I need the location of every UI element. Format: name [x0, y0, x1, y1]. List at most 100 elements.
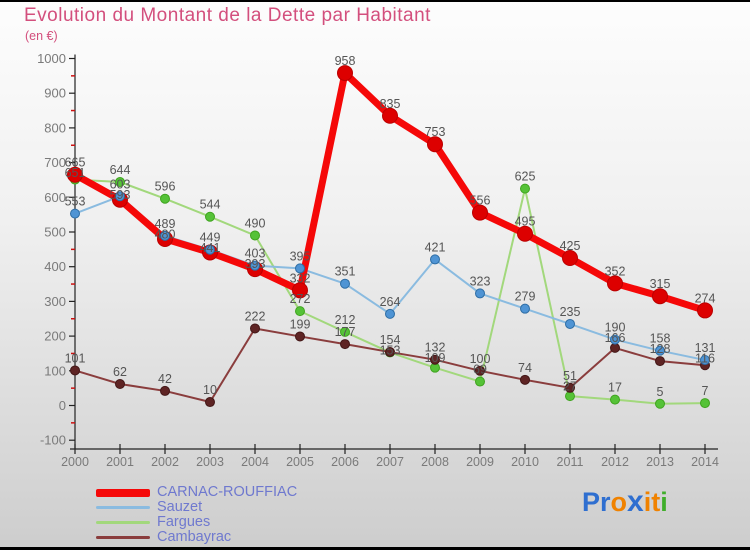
data-label: 403 [245, 247, 266, 261]
data-label: 190 [605, 321, 626, 335]
data-point [160, 230, 170, 241]
data-point [430, 254, 440, 265]
x-tick-label: 2004 [241, 455, 269, 469]
logo-letter: t [651, 487, 661, 517]
data-label: 625 [515, 170, 536, 184]
logo-letter: x [627, 485, 644, 518]
data-point [520, 374, 530, 385]
data-point [607, 275, 623, 292]
data-point [67, 166, 83, 183]
legend-label-cambayrac: Cambayrac [157, 529, 232, 545]
data-point [427, 136, 443, 153]
data-label: 593 [110, 188, 131, 202]
data-point [295, 263, 305, 274]
data-point [340, 339, 350, 350]
data-label: 490 [245, 216, 266, 230]
x-tick-label: 2007 [376, 455, 404, 469]
data-label: 166 [605, 331, 626, 345]
data-label: 395 [290, 249, 311, 263]
data-point [520, 183, 530, 194]
y-tick-label: 500 [44, 225, 66, 240]
data-point [115, 191, 125, 202]
data-label: 323 [470, 274, 491, 288]
data-label: 495 [515, 215, 536, 229]
data-label: 109 [425, 351, 446, 365]
data-point [115, 177, 125, 188]
x-tick-label: 2012 [601, 455, 629, 469]
data-point [652, 288, 668, 305]
x-axis: 2000 2001 2002 2003 2004 2005 2006 2007 2008 2009… [61, 444, 719, 469]
data-point [115, 378, 125, 389]
y-tick-label: 600 [44, 190, 66, 205]
data-point [340, 326, 350, 337]
bottom-border [0, 547, 750, 550]
data-point [700, 398, 710, 409]
data-label: 332 [290, 271, 311, 285]
data-label: 235 [560, 305, 581, 319]
data-point [475, 288, 485, 299]
logo-letter: o [610, 487, 628, 517]
legend: CARNAC-ROUFFIAC Sauzet Fargues Cambayrac [96, 485, 297, 545]
data-point [385, 308, 395, 319]
data-point [70, 365, 80, 376]
data-label: 131 [695, 341, 716, 355]
x-tick-label: 2006 [331, 455, 359, 469]
data-point [562, 250, 578, 267]
data-label: 177 [335, 325, 356, 339]
logo-letter: P [582, 487, 601, 517]
page-subtitle: (en €) [25, 29, 58, 43]
logo-letter: r [600, 487, 611, 517]
legend-item-sauzet: Sauzet [96, 500, 297, 515]
proxiti-logo: Proxiti [582, 485, 668, 518]
logo-letter: i [660, 487, 668, 517]
data-point [385, 347, 395, 358]
page-title: Evolution du Montant de la Dette par Hab… [24, 5, 431, 26]
data-label: 74 [518, 361, 532, 375]
x-tick-label: 2011 [557, 455, 584, 469]
data-label: 116 [695, 352, 715, 366]
data-label: 7 [702, 384, 709, 398]
y-tick-label: 400 [44, 259, 66, 274]
data-point [520, 303, 530, 314]
x-tick-label: 2010 [511, 455, 539, 469]
data-point [295, 306, 305, 317]
data-label: 128 [650, 342, 671, 356]
data-point [655, 345, 665, 356]
data-point [205, 244, 215, 255]
data-point [655, 398, 665, 409]
data-point [517, 225, 533, 242]
data-label: 51 [563, 369, 577, 383]
x-tick-label: 2013 [646, 455, 674, 469]
data-label: 425 [560, 239, 581, 253]
legend-label-carnac-rouffiac: CARNAC-ROUFFIAC [157, 484, 298, 500]
data-label: 603 [110, 177, 131, 191]
data-label: 100 [470, 352, 491, 366]
x-tick-label: 2002 [151, 455, 179, 469]
x-tick-label: 2014 [691, 455, 719, 469]
data-label: 553 [65, 195, 86, 209]
data-point [610, 334, 620, 345]
x-tick-label: 2009 [466, 455, 494, 469]
data-label: 42 [158, 372, 172, 386]
data-label: 69 [473, 363, 487, 377]
data-label: 544 [200, 198, 221, 212]
data-label: 352 [605, 264, 626, 278]
data-label: 644 [110, 163, 131, 177]
data-point [700, 355, 710, 366]
data-label: 279 [515, 290, 536, 304]
data-point [697, 302, 713, 319]
y-tick-label: 200 [44, 329, 66, 344]
top-border [0, 0, 750, 2]
data-point [430, 354, 440, 365]
legend-swatch-cambayrac [96, 536, 150, 539]
y-tick-label: 0 [59, 398, 66, 413]
legend-item-fargues: Fargues [96, 515, 297, 530]
y-tick-label: 1000 [37, 51, 66, 66]
series-markers-sauzet [70, 191, 710, 366]
legend-swatch-sauzet [96, 506, 150, 509]
data-point [340, 278, 350, 289]
data-point [292, 282, 308, 299]
